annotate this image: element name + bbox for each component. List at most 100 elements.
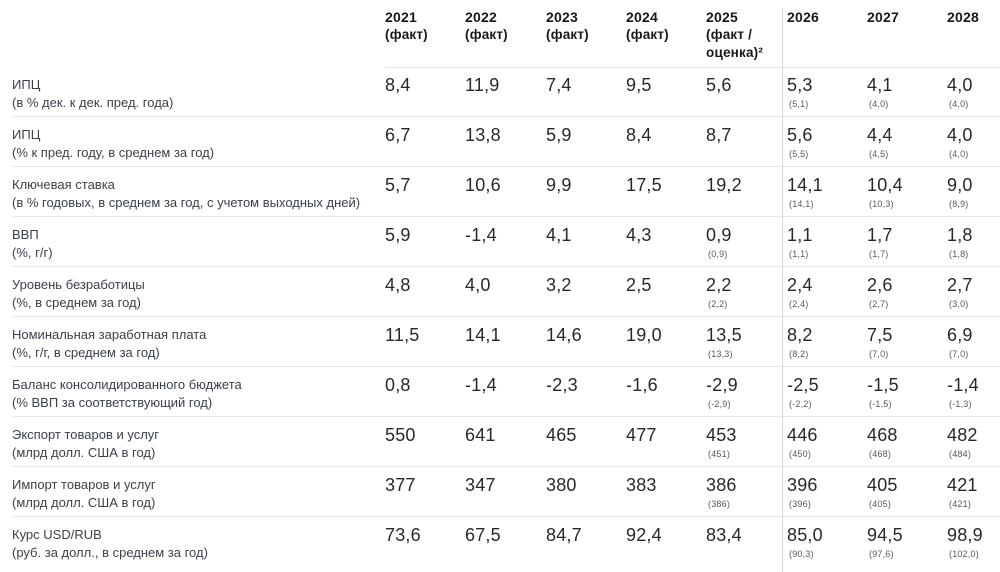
fact-forecast-divider — [782, 8, 783, 572]
cell-value: 9,0 — [947, 175, 973, 195]
column-header-2027: 2027 — [867, 0, 947, 67]
table-cell: 1,8 (1,8) — [947, 226, 1000, 266]
cell-value: 4,8 — [385, 275, 411, 295]
cell-value: 446 — [787, 425, 818, 445]
cell-subvalue: (-1,5) — [869, 399, 892, 409]
column-note: (факт) — [546, 27, 589, 42]
cell-value: 477 — [626, 425, 657, 445]
table-cell: 5,6 — [706, 76, 787, 116]
cell-value: 7,5 — [867, 325, 893, 345]
table-cell: 11,9 — [465, 76, 546, 116]
cell-value: 8,4 — [626, 125, 652, 145]
table-cell: 383 — [626, 476, 706, 516]
table-cell: 3,2 — [546, 276, 626, 316]
column-note: оценка)² — [706, 45, 764, 60]
cell-value: 13,8 — [465, 125, 501, 145]
cell-value: -1,6 — [626, 375, 658, 395]
table-cell: 550 — [385, 426, 465, 466]
cell-value: 0,9 — [706, 225, 732, 245]
cell-value: 14,1 — [465, 325, 501, 345]
cell-value: 550 — [385, 425, 416, 445]
cell-value: 5,6 — [706, 75, 732, 95]
cell-subvalue: (-2,2) — [789, 399, 812, 409]
cell-value: 3,2 — [546, 275, 572, 295]
cell-value: 92,4 — [626, 525, 662, 545]
table-cell: 8,4 — [385, 76, 465, 116]
cell-value: 4,1 — [867, 75, 893, 95]
cell-value: 11,9 — [465, 75, 500, 95]
cell-value: 4,0 — [947, 125, 973, 145]
table-row: Баланс консолидированного бюджета (% ВВП … — [12, 366, 1000, 416]
row-label: Номинальная заработная плата (%, г/г, в с… — [12, 326, 385, 366]
table-header-row: 2021 (факт) 2022 (факт) 2023 (факт) 2024 (факт)… — [12, 0, 1000, 67]
column-header-2024: 2024 (факт) — [626, 0, 706, 67]
cell-value: 0,8 — [385, 375, 411, 395]
cell-value: 4,0 — [465, 275, 491, 295]
table-cell: 4,1 (4,0) — [867, 76, 947, 116]
table-cell: -1,4 — [465, 376, 546, 416]
column-note: (факт) — [385, 27, 428, 42]
table-cell: 5,9 — [385, 226, 465, 266]
column-header-2028: 2028 — [947, 0, 1000, 67]
indicator-name: Ключевая ставка — [12, 177, 115, 192]
cell-value: 2,4 — [787, 275, 813, 295]
cell-value: 4,0 — [947, 75, 973, 95]
table-cell: 347 — [465, 476, 546, 516]
cell-value: 11,5 — [385, 325, 420, 345]
indicator-name: Экспорт товаров и услуг — [12, 427, 160, 442]
cell-value: 5,9 — [385, 225, 411, 245]
header-underline — [385, 67, 1000, 68]
column-note: (факт) — [465, 27, 508, 42]
cell-value: 1,1 — [787, 225, 813, 245]
indicator-unit: (в % дек. к дек. пред. года) — [12, 95, 174, 110]
cell-subvalue: (3,0) — [949, 299, 969, 309]
cell-value: 85,0 — [787, 525, 823, 545]
cell-value: 347 — [465, 475, 496, 495]
table-cell: 2,5 — [626, 276, 706, 316]
row-label: Курс USD/RUB (руб. за долл., в среднем за… — [12, 526, 385, 569]
row-label: Уровень безработицы (%, в среднем за год) — [12, 276, 385, 316]
cell-value: 5,6 — [787, 125, 813, 145]
cell-value: -1,4 — [465, 225, 497, 245]
cell-value: 5,9 — [546, 125, 572, 145]
table-cell: 14,1 — [465, 326, 546, 366]
table-cell: 6,7 — [385, 126, 465, 166]
indicator-name: Курс USD/RUB — [12, 527, 102, 542]
cell-value: 14,6 — [546, 325, 582, 345]
table-cell: 9,9 — [546, 176, 626, 216]
table-cell: 386 (386) — [706, 476, 787, 516]
cell-value: 383 — [626, 475, 657, 495]
cell-value: 5,3 — [787, 75, 813, 95]
header-spacer — [12, 0, 385, 67]
cell-value: 396 — [787, 475, 818, 495]
table-row: Курс USD/RUB (руб. за долл., в среднем за… — [12, 516, 1000, 569]
table-cell: 5,7 — [385, 176, 465, 216]
cell-value: 2,5 — [626, 275, 652, 295]
table-cell: 73,6 — [385, 526, 465, 569]
indicator-unit: (% ВВП за соответствующий год) — [12, 395, 213, 410]
cell-value: 83,4 — [706, 525, 742, 545]
cell-value: 67,5 — [465, 525, 501, 545]
table-cell: 13,8 — [465, 126, 546, 166]
table-cell: -1,4 (-1,3) — [947, 376, 1000, 416]
table-cell: 10,6 — [465, 176, 546, 216]
cell-subvalue: (5,5) — [789, 149, 809, 159]
column-header-2022: 2022 (факт) — [465, 0, 546, 67]
cell-subvalue: (1,1) — [789, 249, 809, 259]
table-cell: 2,7 (3,0) — [947, 276, 1000, 316]
cell-value: 19,0 — [626, 325, 662, 345]
cell-subvalue: (2,7) — [869, 299, 889, 309]
cell-subvalue: (14,1) — [789, 199, 814, 209]
cell-subvalue: (0,9) — [708, 249, 728, 259]
table-cell: 5,9 — [546, 126, 626, 166]
column-year-label: 2026 — [787, 9, 819, 25]
cell-value: 9,9 — [546, 175, 572, 195]
row-label: Экспорт товаров и услуг (млрд долл. США в… — [12, 426, 385, 466]
cell-value: 482 — [947, 425, 978, 445]
cell-subvalue: (386) — [708, 499, 731, 509]
cell-value: 84,7 — [546, 525, 582, 545]
cell-value: 4,4 — [867, 125, 893, 145]
table-cell: 10,4 (10,3) — [867, 176, 947, 216]
column-year-label: 2024 — [626, 9, 658, 25]
column-year-label: 2028 — [947, 9, 979, 25]
